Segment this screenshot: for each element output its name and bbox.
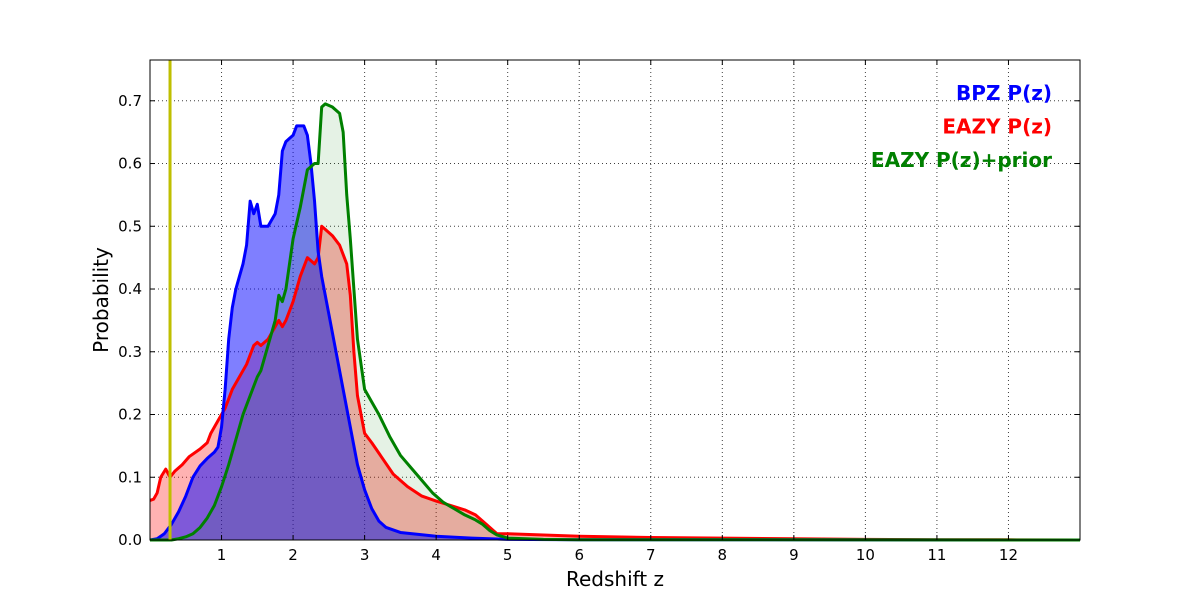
legend-entry: EAZY P(z) [942, 115, 1052, 139]
y-tick-label: 0.7 [118, 92, 142, 110]
y-axis-label: Probability [89, 247, 113, 353]
y-tick-label: 0.2 [118, 406, 142, 424]
x-axis-label: Redshift z [566, 567, 664, 591]
x-tick-label: 4 [431, 546, 441, 564]
ticks-layer: 1 2 3 4 5 6 7 8 9 10 11 120.00.10.20.30.40.50.60.7 [118, 60, 1080, 564]
y-tick-label: 0.0 [118, 531, 142, 549]
x-tick-label: 9 [789, 546, 799, 564]
x-tick-label: 2 [288, 546, 298, 564]
x-tick-label: 6 [574, 546, 584, 564]
y-tick-label: 0.1 [118, 468, 142, 486]
x-tick-label: 11 [927, 546, 946, 564]
y-tick-label: 0.3 [118, 343, 142, 361]
series-area [150, 125, 1080, 540]
x-tick-label: 7 [646, 546, 656, 564]
x-tick-label: 1 [217, 546, 227, 564]
legend-entry: EAZY P(z)+prior [871, 148, 1052, 172]
series-area [150, 103, 1080, 541]
x-tick-label: 8 [718, 546, 728, 564]
x-tick-label: 12 [999, 546, 1018, 564]
series-area [150, 226, 1080, 540]
x-tick-label: 3 [360, 546, 370, 564]
y-tick-label: 0.4 [118, 280, 142, 298]
x-tick-label: 10 [856, 546, 875, 564]
legend-entry: BPZ P(z) [956, 81, 1052, 105]
y-tick-label: 0.5 [118, 217, 142, 235]
series-line [149, 124, 1081, 542]
x-tick-label: 5 [503, 546, 513, 564]
plot-frame [149, 59, 1081, 541]
y-tick-label: 0.6 [118, 155, 142, 173]
series-line [150, 102, 1081, 542]
legend: BPZ P(z) EAZY P(z) EAZY P(z)+prior [871, 81, 1052, 172]
series-layer [149, 102, 1081, 542]
